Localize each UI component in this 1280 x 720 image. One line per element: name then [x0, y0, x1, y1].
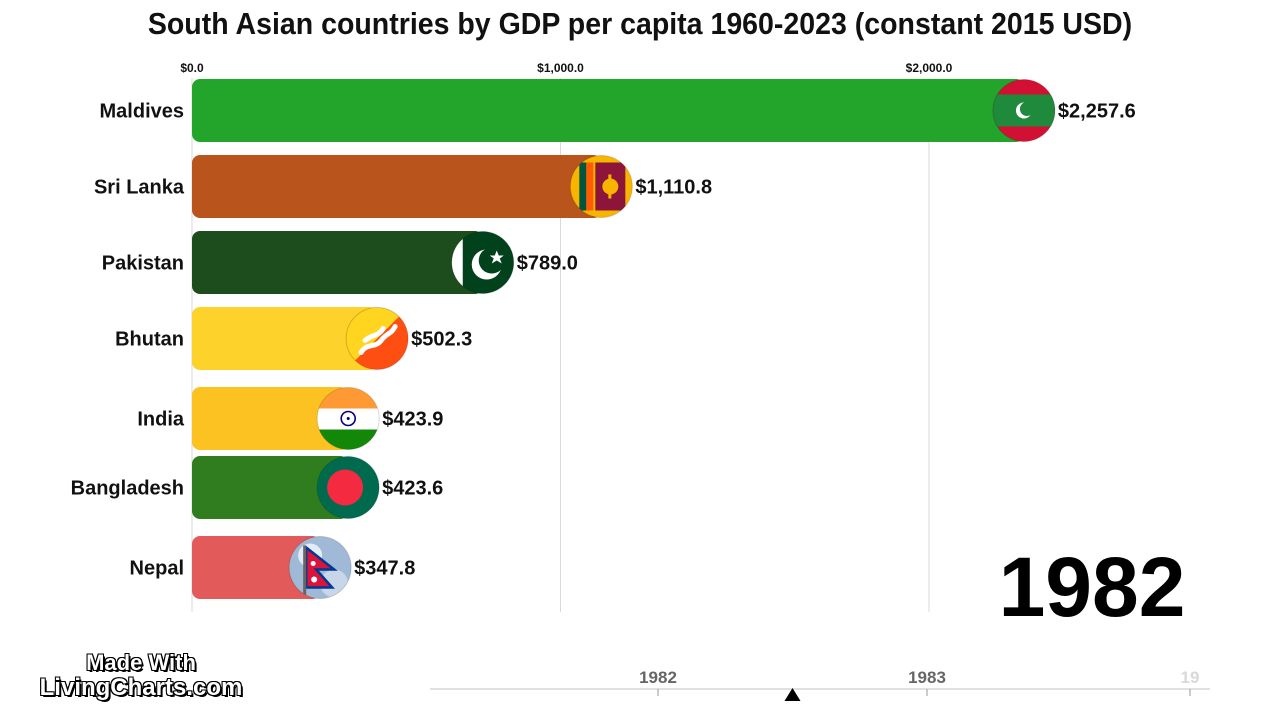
pakistan-flag-icon — [451, 231, 515, 294]
x-tick-label: $2,000.0 — [906, 61, 953, 75]
bar-row: Maldives $2,257.6 — [100, 79, 1136, 142]
maldives-flag-icon — [992, 79, 1056, 142]
chart-title: South Asian countries by GDP per capita … — [147, 6, 1133, 41]
value-label: $502.3 — [411, 329, 472, 351]
bangladesh-flag-icon — [316, 456, 380, 519]
bar — [192, 387, 349, 450]
bar — [192, 231, 483, 294]
bar-row: Pakistan $789.0 — [102, 231, 578, 294]
bar-row: Bhutan $502.3 — [115, 307, 472, 370]
x-tick-label: $1,000.0 — [537, 61, 584, 75]
timeline-year-label: 1983 — [908, 668, 946, 687]
bar-row: Bangladesh $423.6 — [71, 456, 443, 519]
bar-row: Sri Lanka $1,110.8 — [94, 155, 712, 218]
made-with-livingcharts-logo: Made With LivingCharts.com — [16, 650, 266, 701]
bhutan-flag-icon — [345, 307, 409, 370]
nepal-flag-icon — [288, 536, 352, 599]
sri-lanka-flag-icon — [569, 155, 633, 218]
bar — [192, 536, 321, 599]
brand-line-2: LivingCharts.com — [39, 674, 244, 701]
category-label: India — [137, 409, 185, 431]
timeline-position-marker[interactable] — [784, 688, 801, 701]
category-label: Bhutan — [115, 329, 184, 351]
brand-line-1: Made With — [85, 650, 197, 675]
timeline: 1982 1983 19 — [430, 668, 1210, 701]
bar — [192, 307, 378, 370]
value-label: $423.6 — [382, 478, 443, 500]
value-label: $1,110.8 — [635, 177, 712, 199]
category-label: Pakistan — [102, 253, 184, 275]
category-label: Nepal — [130, 558, 184, 580]
bar — [192, 456, 349, 519]
value-label: $789.0 — [517, 253, 578, 275]
value-label: $347.8 — [354, 558, 415, 580]
bar-row: India $423.9 — [137, 387, 443, 450]
category-label: Bangladesh — [71, 478, 184, 500]
bar — [192, 79, 1024, 142]
x-tick-label: $0.0 — [180, 61, 204, 75]
current-year-label: 1982 — [999, 540, 1186, 634]
value-label: $2,257.6 — [1058, 101, 1136, 123]
category-label: Maldives — [100, 101, 184, 123]
timeline-year-label: 19 — [1181, 668, 1200, 687]
timeline-year-label: 1982 — [639, 668, 677, 687]
india-flag-icon — [316, 387, 380, 450]
value-label: $423.9 — [382, 409, 443, 431]
category-label: Sri Lanka — [94, 177, 185, 199]
bar — [192, 155, 602, 218]
bar-row: Nepal $347.8 — [130, 536, 415, 599]
